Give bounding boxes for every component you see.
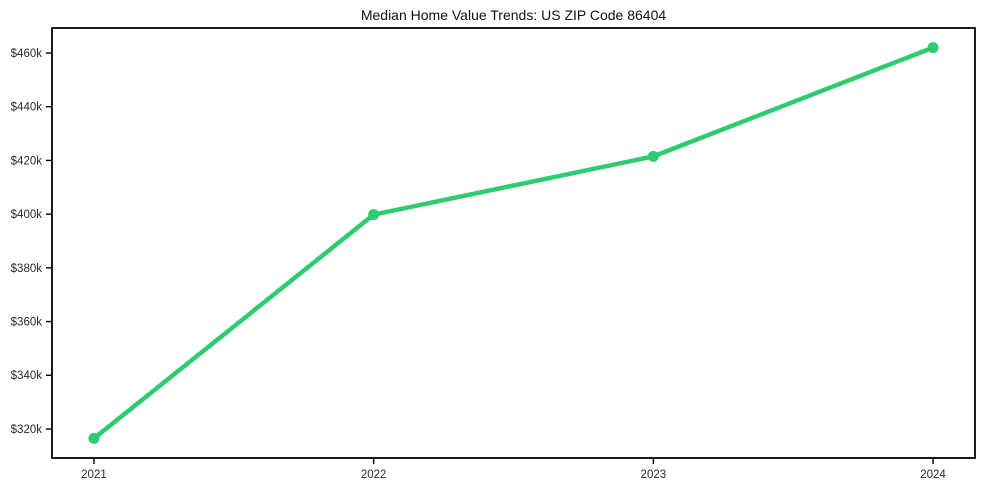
- plot-frame: [51, 27, 976, 459]
- data-point-marker: [647, 150, 659, 162]
- y-tick-label: $340k: [11, 370, 43, 382]
- data-point-marker: [368, 209, 380, 221]
- x-tick-label: 2022: [361, 469, 387, 481]
- y-tick-label: $420k: [11, 155, 43, 167]
- y-tick-label: $400k: [11, 209, 43, 221]
- x-tick-label: 2023: [641, 469, 667, 481]
- trend-line: [91, 45, 936, 441]
- x-tick-label: 2021: [81, 469, 107, 481]
- chart-title: Median Home Value Trends: US ZIP Code 86…: [360, 7, 667, 23]
- y-tick-label: $320k: [11, 424, 43, 436]
- y-tick-label: $360k: [11, 316, 43, 328]
- y-tick-label: $380k: [11, 263, 43, 275]
- data-point-marker: [927, 42, 939, 54]
- data-point-marker: [88, 432, 100, 444]
- x-tick-label: 2024: [920, 469, 946, 481]
- y-tick-label: $460k: [11, 48, 43, 60]
- y-tick-label: $440k: [11, 102, 43, 114]
